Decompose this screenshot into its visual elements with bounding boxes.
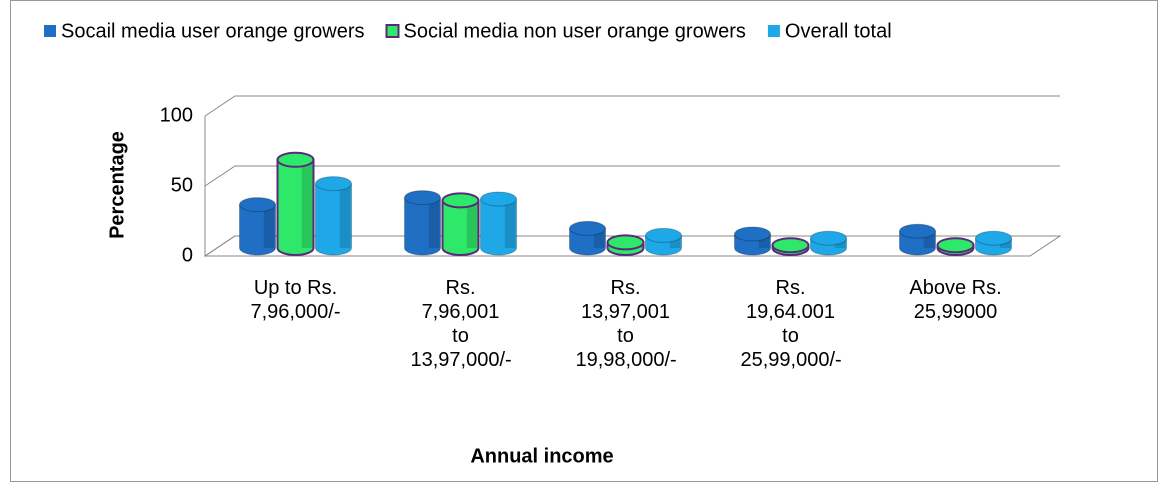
bar-top [276,151,315,168]
legend-swatch [767,25,780,37]
x-tick-label: Above Rs. 25,99000 [909,277,1002,323]
y-tick-label: 100 [160,104,193,126]
bar [810,230,847,256]
bar-top [975,230,1012,246]
bar-top [569,220,606,236]
x-axis-title: Annual income [470,445,613,467]
x-tick-label: Rs. 13,97,001 to 19,98,000/- [575,277,677,371]
bar [645,227,682,256]
bar [569,220,606,256]
bar [276,151,315,256]
bar-top [404,190,441,206]
grid-line [204,235,1060,257]
bar-top [315,176,352,192]
bar-top [899,223,936,239]
bar-body [276,158,315,256]
bar-body [404,197,441,256]
bar [441,192,480,256]
bar-shade [263,204,275,248]
bar [936,237,975,256]
y-axis-title: Percentage [106,131,128,239]
bar [239,197,276,256]
legend-swatch [385,24,400,38]
bar-shade [593,228,605,248]
bar-body [441,199,480,256]
bar-shade [923,231,935,248]
bar-shade [339,183,351,248]
bar-top [734,226,771,242]
bar-top [810,230,847,246]
bar [404,190,441,256]
bar-top [606,234,645,251]
bar-shade [466,200,478,248]
bar-shade [758,234,770,248]
bar-shade [504,199,516,248]
x-tick-label: Up to Rs. 7,96,000/- [250,277,341,323]
x-tick-label: Rs. 19,64.001 to 25,99,000/- [740,277,842,371]
bar [975,230,1012,256]
bar [771,237,810,256]
bar [480,191,517,256]
bar-top [645,227,682,243]
grid-line [204,95,1060,117]
bar-shade [301,159,313,248]
bar-top [480,191,517,207]
bar-shade [669,235,681,248]
bar-top [936,237,975,254]
bar [315,176,352,256]
bar-body [569,227,606,256]
legend-swatch [44,25,56,37]
bar-body [239,204,276,256]
y-tick-label: 50 [171,174,193,196]
grid-line [204,165,1060,187]
legend-label: Socail media user orange growers [61,20,365,42]
x-tick-label: Rs. 7,96,001 to 13,97,000/- [410,277,512,371]
bar-top [441,192,480,209]
bar-top [771,237,810,254]
bar-body [480,198,517,256]
bar [899,223,936,256]
legend-label: Social media non user orange growers [404,20,746,42]
bar [606,234,645,256]
bar [734,226,771,256]
bar-body [315,183,352,256]
bar-top [239,197,276,213]
y-tick-label: 0 [182,244,193,266]
legend-label: Overall total [785,20,892,42]
bar-shade [428,197,440,248]
